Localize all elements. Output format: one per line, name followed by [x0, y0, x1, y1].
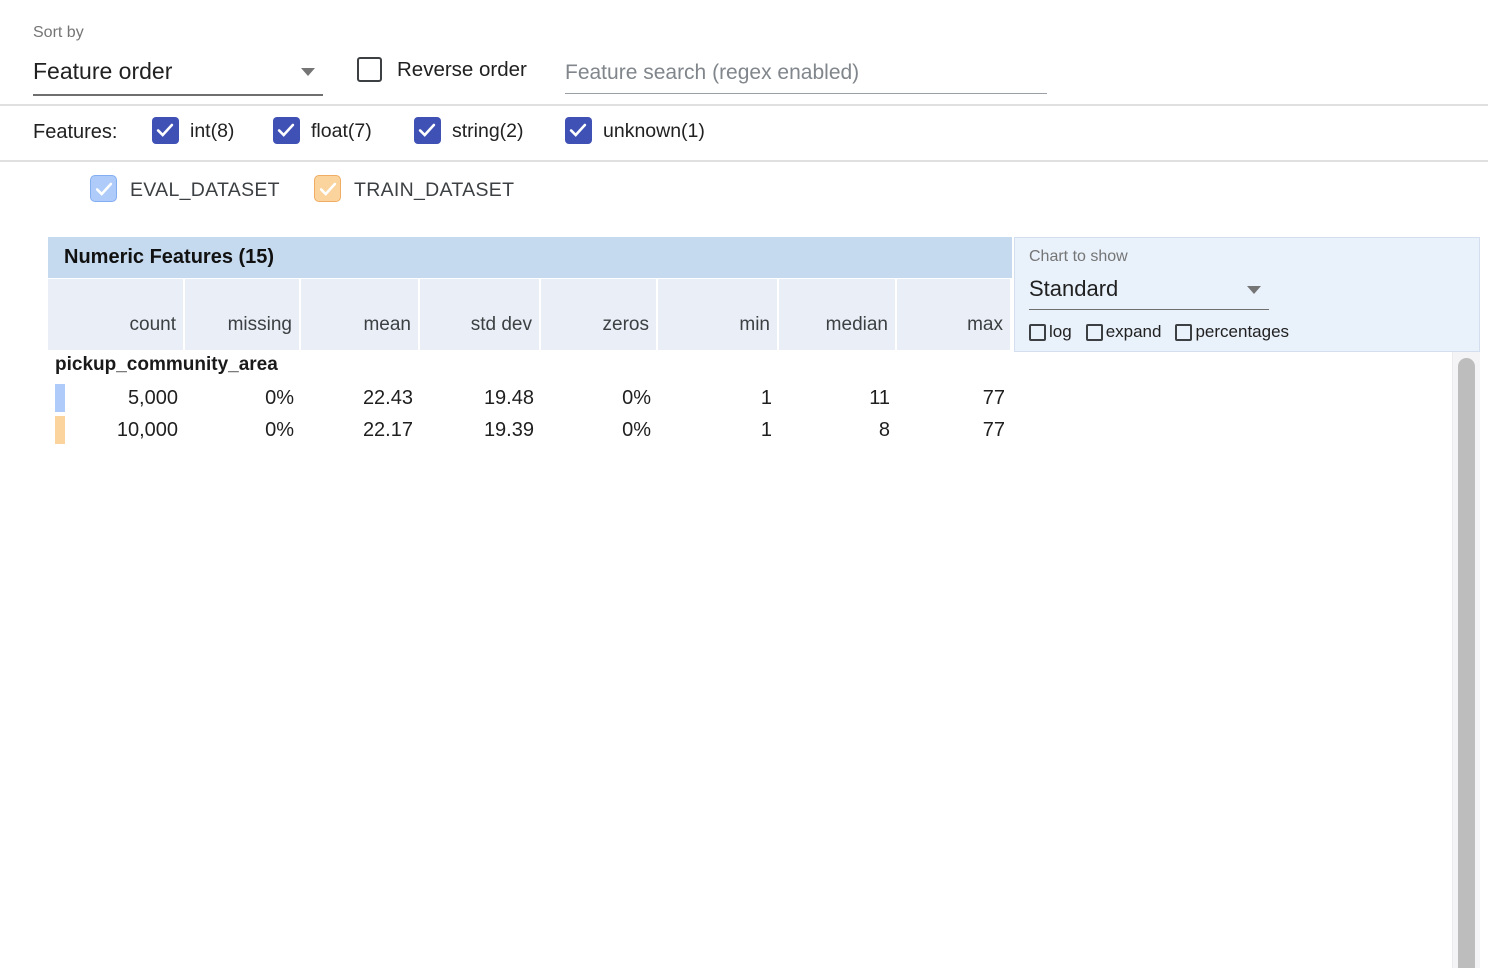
- numeric-features-title: Numeric Features (15): [64, 237, 1012, 278]
- chart-type-value: Standard: [1029, 274, 1269, 304]
- stat-cell: 0%: [185, 414, 301, 446]
- stat-cell: 11: [779, 382, 897, 414]
- stat-cell: 77: [897, 382, 1012, 414]
- column-header-missing: missing: [185, 279, 301, 350]
- select-underline: [33, 94, 323, 96]
- stat-cell: 5,000: [48, 382, 185, 414]
- column-header-max: max: [897, 279, 1012, 350]
- expand-checkbox-label: expand: [1106, 322, 1162, 342]
- column-header-count: count: [48, 279, 185, 350]
- stat-cell: 10,000: [48, 414, 185, 446]
- chevron-down-icon: [301, 68, 315, 76]
- check-icon: [275, 119, 297, 141]
- reverse-order-checkbox[interactable]: [357, 57, 382, 82]
- feature-type-checkbox-string[interactable]: [414, 117, 441, 144]
- sort-order-select[interactable]: Feature order: [33, 54, 323, 96]
- feature-type-checkbox-float[interactable]: [273, 117, 300, 144]
- stats-row-train: 10,0000%22.1719.390%1877: [48, 414, 1012, 446]
- stat-cell: 0%: [541, 414, 658, 446]
- check-icon: [93, 178, 115, 200]
- stats-row-eval: 5,0000%22.4319.480%11177: [48, 382, 1012, 414]
- feature-search-input[interactable]: [565, 52, 1047, 94]
- feature-type-label: float(7): [311, 120, 372, 143]
- stat-cell: 22.17: [301, 414, 420, 446]
- dataset-checkbox-train_dataset[interactable]: [314, 175, 341, 202]
- chart-type-select[interactable]: Standard: [1029, 274, 1269, 310]
- feature-type-checkbox-int[interactable]: [152, 117, 179, 144]
- stat-cell: 22.43: [301, 382, 420, 414]
- facets-overview-app: Sort by Feature order Reverse order Feat…: [0, 0, 1488, 968]
- log-checkbox-label: log: [1049, 322, 1072, 342]
- column-header-zeros: zeros: [541, 279, 658, 350]
- divider: [0, 160, 1488, 162]
- sort-order-value: Feature order: [33, 54, 323, 88]
- log-checkbox[interactable]: [1029, 324, 1046, 341]
- feature-type-checkbox-unknown[interactable]: [565, 117, 592, 144]
- stat-cell: 0%: [541, 382, 658, 414]
- check-icon: [567, 119, 589, 141]
- stats-column-header-row: countmissingmeanstd devzerosminmedianmax: [48, 279, 1012, 350]
- chart-option-percentages: percentages: [1175, 322, 1289, 342]
- dataset-checkbox-eval_dataset[interactable]: [90, 175, 117, 202]
- sort-by-label: Sort by: [33, 24, 84, 42]
- feature-row-pickup_community_area: pickup_community_area5,0000%22.4319.480%…: [48, 352, 1012, 480]
- column-header-mean: mean: [301, 279, 420, 350]
- dataset-label: TRAIN_DATASET: [354, 179, 514, 202]
- stat-cell: 19.39: [420, 414, 541, 446]
- feature-type-label: string(2): [452, 120, 524, 143]
- vertical-scrollbar-track[interactable]: [1452, 352, 1480, 968]
- chart-controls-panel: Chart to show Standard log expand percenta…: [1014, 237, 1480, 352]
- numeric-features-header: Numeric Features (15): [48, 237, 1012, 278]
- feature-type-label: unknown(1): [603, 120, 705, 143]
- chevron-down-icon: [1247, 286, 1261, 294]
- chart-option-log: log: [1029, 322, 1072, 342]
- expand-checkbox[interactable]: [1086, 324, 1103, 341]
- stat-cell: 1: [658, 414, 779, 446]
- check-icon: [317, 178, 339, 200]
- dataset-label: EVAL_DATASET: [130, 179, 280, 202]
- check-icon: [154, 119, 176, 141]
- chart-option-expand: expand: [1086, 322, 1162, 342]
- feature-type-label: int(8): [190, 120, 234, 143]
- feature-name: pickup_community_area: [55, 354, 278, 376]
- percentages-checkbox-label: percentages: [1195, 322, 1289, 342]
- vertical-scrollbar-thumb[interactable]: [1458, 358, 1475, 968]
- select-underline: [1029, 309, 1269, 311]
- stat-cell: 1: [658, 382, 779, 414]
- stat-cell: 0%: [185, 382, 301, 414]
- reverse-order-label: Reverse order: [397, 58, 527, 82]
- check-icon: [416, 119, 438, 141]
- stat-cell: 19.48: [420, 382, 541, 414]
- eval-color-chip: [55, 384, 65, 412]
- stat-cell: 8: [779, 414, 897, 446]
- divider: [0, 104, 1488, 106]
- features-filter-label: Features:: [33, 121, 117, 144]
- column-header-min: min: [658, 279, 779, 350]
- percentages-checkbox[interactable]: [1175, 324, 1192, 341]
- chart-to-show-label: Chart to show: [1029, 248, 1128, 266]
- column-header-median: median: [779, 279, 897, 350]
- column-header-std-dev: std dev: [420, 279, 541, 350]
- train-color-chip: [55, 416, 65, 444]
- stat-cell: 77: [897, 414, 1012, 446]
